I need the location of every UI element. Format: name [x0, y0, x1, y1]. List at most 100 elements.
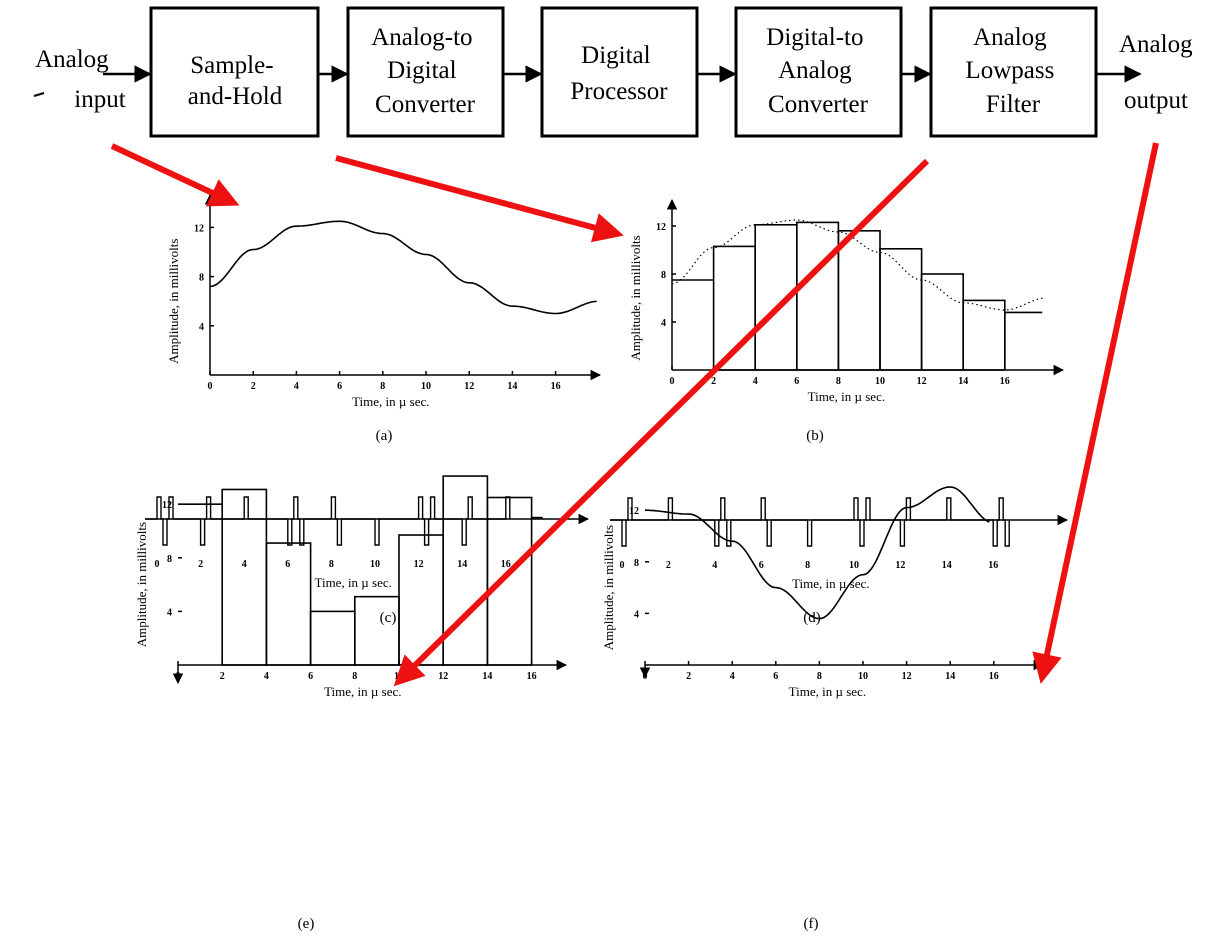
underlying-signal-dotted [671, 219, 1045, 311]
x-tick-label: 12 [438, 671, 448, 682]
x-tick-label: 16 [1000, 376, 1010, 387]
y-tick-label: 12 [194, 223, 204, 234]
dac-step [353, 595, 400, 666]
dac-label: Digital-to Analog Converter [766, 24, 869, 118]
y-tick-label: 4 [167, 607, 172, 618]
x-tick-label: 2 [220, 671, 225, 682]
x-tick-label: 12 [902, 671, 912, 682]
y-tick-label: 12 [629, 506, 639, 517]
x-tick-label: 16 [551, 381, 561, 392]
x-tick-label: 14 [457, 559, 467, 570]
held-sample [920, 273, 964, 371]
pulse-train [145, 496, 511, 546]
dac-step [486, 496, 533, 666]
x-tick-label: 12 [464, 381, 474, 392]
x-tick-label: 14 [958, 376, 968, 387]
pointer-arrow-sh-to-b [335, 155, 624, 243]
dac-block [734, 6, 903, 138]
x-tick-label: 4 [294, 381, 299, 392]
digital-processor-block [540, 6, 699, 138]
held-sample [962, 299, 1006, 371]
x-tick-label: 6 [759, 560, 764, 571]
x-tick-label: 10 [370, 559, 380, 570]
analog-output-label: Analog output [1119, 31, 1199, 114]
x-tick-label: 14 [507, 381, 517, 392]
x-axis-label: Time, in µ sec. [314, 575, 391, 590]
plot-a: 0 2 4 6 8 10 12 14 16 Time, in µ sec. 4 8 12 Amplitud… [166, 193, 602, 444]
x-tick-label: 0 [670, 376, 675, 387]
x-tick-label: 8 [352, 671, 357, 682]
x-tick-label: 4 [712, 560, 717, 571]
x-tick-label: 2 [686, 671, 691, 682]
pointer-arrows [110, 142, 1159, 687]
x-axis-label: Time, in µ sec. [789, 684, 866, 699]
y-axis-label: Amplitude, in millivolts [134, 522, 149, 647]
held-sample [1004, 311, 1043, 370]
x-tick-label: 10 [849, 560, 859, 571]
x-tick-label: 6 [285, 559, 290, 570]
plot-e: 0 2 4 6 8 10 12 14 16 Time, in µ sec. 4 8 12 Amplitud… [134, 475, 568, 932]
y-tick-label: 12 [656, 222, 666, 233]
x-tick-label: 8 [805, 560, 810, 571]
digital-processor-label: Digital Processor [570, 42, 668, 105]
y-axis-label: Amplitude, in millivolts [166, 239, 181, 364]
dac-step [309, 610, 356, 666]
held-sample [879, 248, 923, 371]
pulse-train [610, 497, 1010, 547]
x-tick-label: 4 [753, 376, 758, 387]
lowpass-filter-label: Analog Lowpass Filter [965, 24, 1060, 118]
y-tick-label: 8 [661, 270, 666, 281]
x-tick-label: 10 [858, 671, 868, 682]
x-tick-label: 8 [380, 381, 385, 392]
x-tick-label: 10 [875, 376, 885, 387]
x-tick-label: 0 [155, 559, 160, 570]
x-tick-label: 6 [794, 376, 799, 387]
x-tick-label: 6 [308, 671, 313, 682]
lowpass-filter-block [929, 6, 1098, 138]
dac-step [265, 542, 312, 666]
x-tick-label: 2 [666, 560, 671, 571]
x-tick-label: 2 [711, 376, 716, 387]
scan-speck [33, 92, 45, 97]
pointer-arrow-dac-to-e [393, 158, 930, 687]
x-tick-label: 16 [501, 559, 511, 570]
x-tick-label: 14 [945, 671, 955, 682]
x-tick-label: 0 [208, 381, 213, 392]
x-tick-label: 4 [242, 559, 247, 570]
held-sample [837, 230, 881, 371]
y-tick-label: 4 [199, 322, 204, 333]
analog-output-curve [645, 486, 990, 620]
x-axis-label: Time, in µ sec. [352, 394, 429, 409]
x-tick-label: 6 [773, 671, 778, 682]
x-tick-label: 8 [817, 671, 822, 682]
x-tick-label: 2 [251, 381, 256, 392]
x-tick-label: 4 [264, 671, 269, 682]
caption-c: (c) [380, 610, 397, 626]
caption-b: (b) [806, 428, 824, 444]
x-tick-label: 14 [942, 560, 952, 571]
x-tick-label: 4 [730, 671, 735, 682]
adc-label: Analog-to Digital Converter [371, 24, 479, 118]
y-tick-label: 8 [199, 273, 204, 284]
x-tick-label: 12 [414, 559, 424, 570]
x-tick-label: 8 [329, 559, 334, 570]
x-tick-label: 10 [421, 381, 431, 392]
caption-f: (f) [804, 916, 819, 932]
x-axis-label: Time, in µ sec. [808, 389, 885, 404]
x-tick-label: 14 [482, 671, 492, 682]
x-tick-label: 6 [337, 381, 342, 392]
pointer-arrow-input-to-a [110, 143, 240, 207]
x-axis-label: Time, in µ sec. [792, 576, 869, 591]
caption-a: (a) [376, 428, 393, 444]
x-tick-label: 16 [989, 671, 999, 682]
dac-step [442, 475, 489, 666]
x-tick-label: 12 [895, 560, 905, 571]
x-tick-label: 0 [620, 560, 625, 571]
block-diagram: Analog input Sample- and-Hold Analog-to … [33, 6, 1199, 138]
signal-plots: 0 2 4 6 8 10 12 14 16 Time, in µ sec. 4 8 12 Amplitud… [134, 193, 1069, 932]
x-tick-label: 12 [917, 376, 927, 387]
y-tick-label: 8 [634, 558, 639, 569]
y-axis-label: Amplitude, in millivolts [628, 235, 643, 360]
held-sample [795, 221, 840, 371]
